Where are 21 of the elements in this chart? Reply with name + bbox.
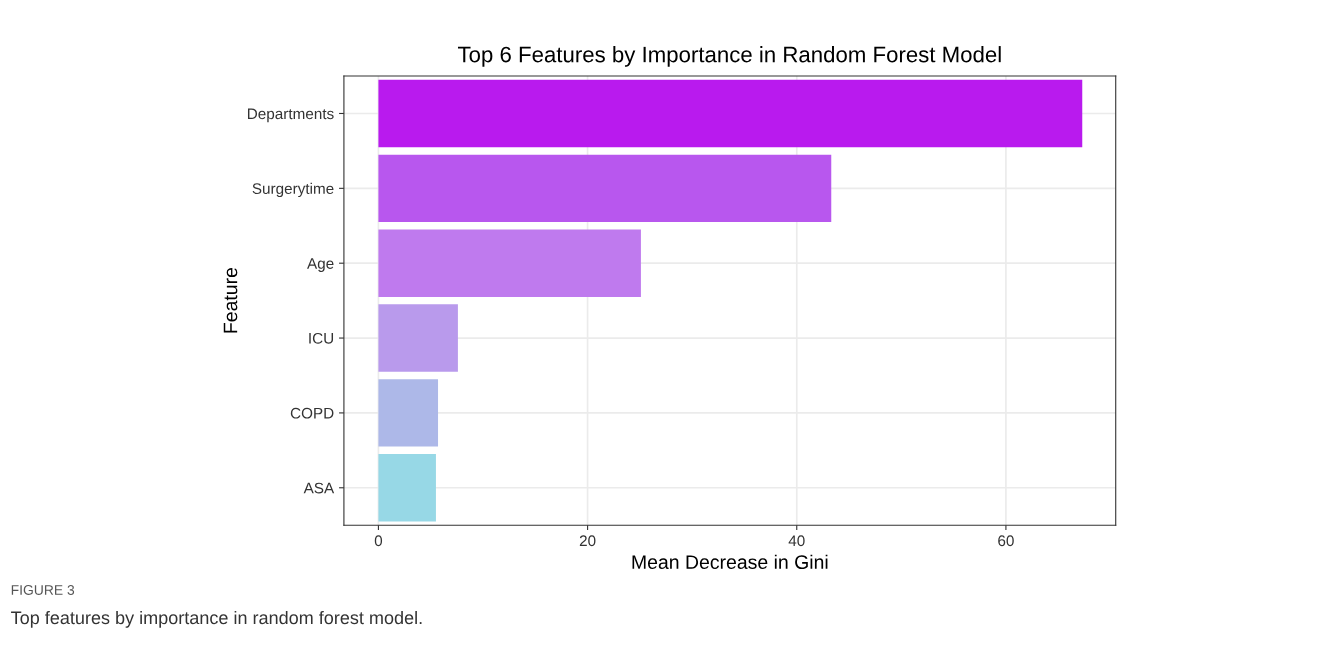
bar <box>378 454 436 522</box>
bar <box>378 379 439 447</box>
caption: FIGURE 3 <box>11 585 75 595</box>
x-axis-title: Mean Decrease in Gini <box>632 554 828 569</box>
bar <box>378 79 1083 148</box>
y-tick-label: Surgerytime <box>252 182 334 198</box>
x-tick-label: 40 <box>788 535 805 547</box>
chart-title: Top 6 Features by Importance in Random Forest Model <box>457 46 1001 67</box>
y-tick-label: Departments <box>247 108 334 123</box>
text: Top features by importance in random forest model. <box>11 610 422 628</box>
bar <box>378 304 458 372</box>
x-tick-label: 60 <box>998 535 1014 547</box>
y-tick-label: ASA <box>303 482 335 494</box>
x-tick-label: 0 <box>374 535 383 547</box>
y-tick-label: COPD <box>290 407 334 419</box>
y-tick-label: Age <box>307 258 334 272</box>
y-tick-label: ICU <box>309 332 334 344</box>
x-tick-label: 20 <box>579 535 596 547</box>
bar <box>378 154 832 223</box>
bar <box>378 229 641 297</box>
y-axis-title: Feature <box>223 267 238 333</box>
